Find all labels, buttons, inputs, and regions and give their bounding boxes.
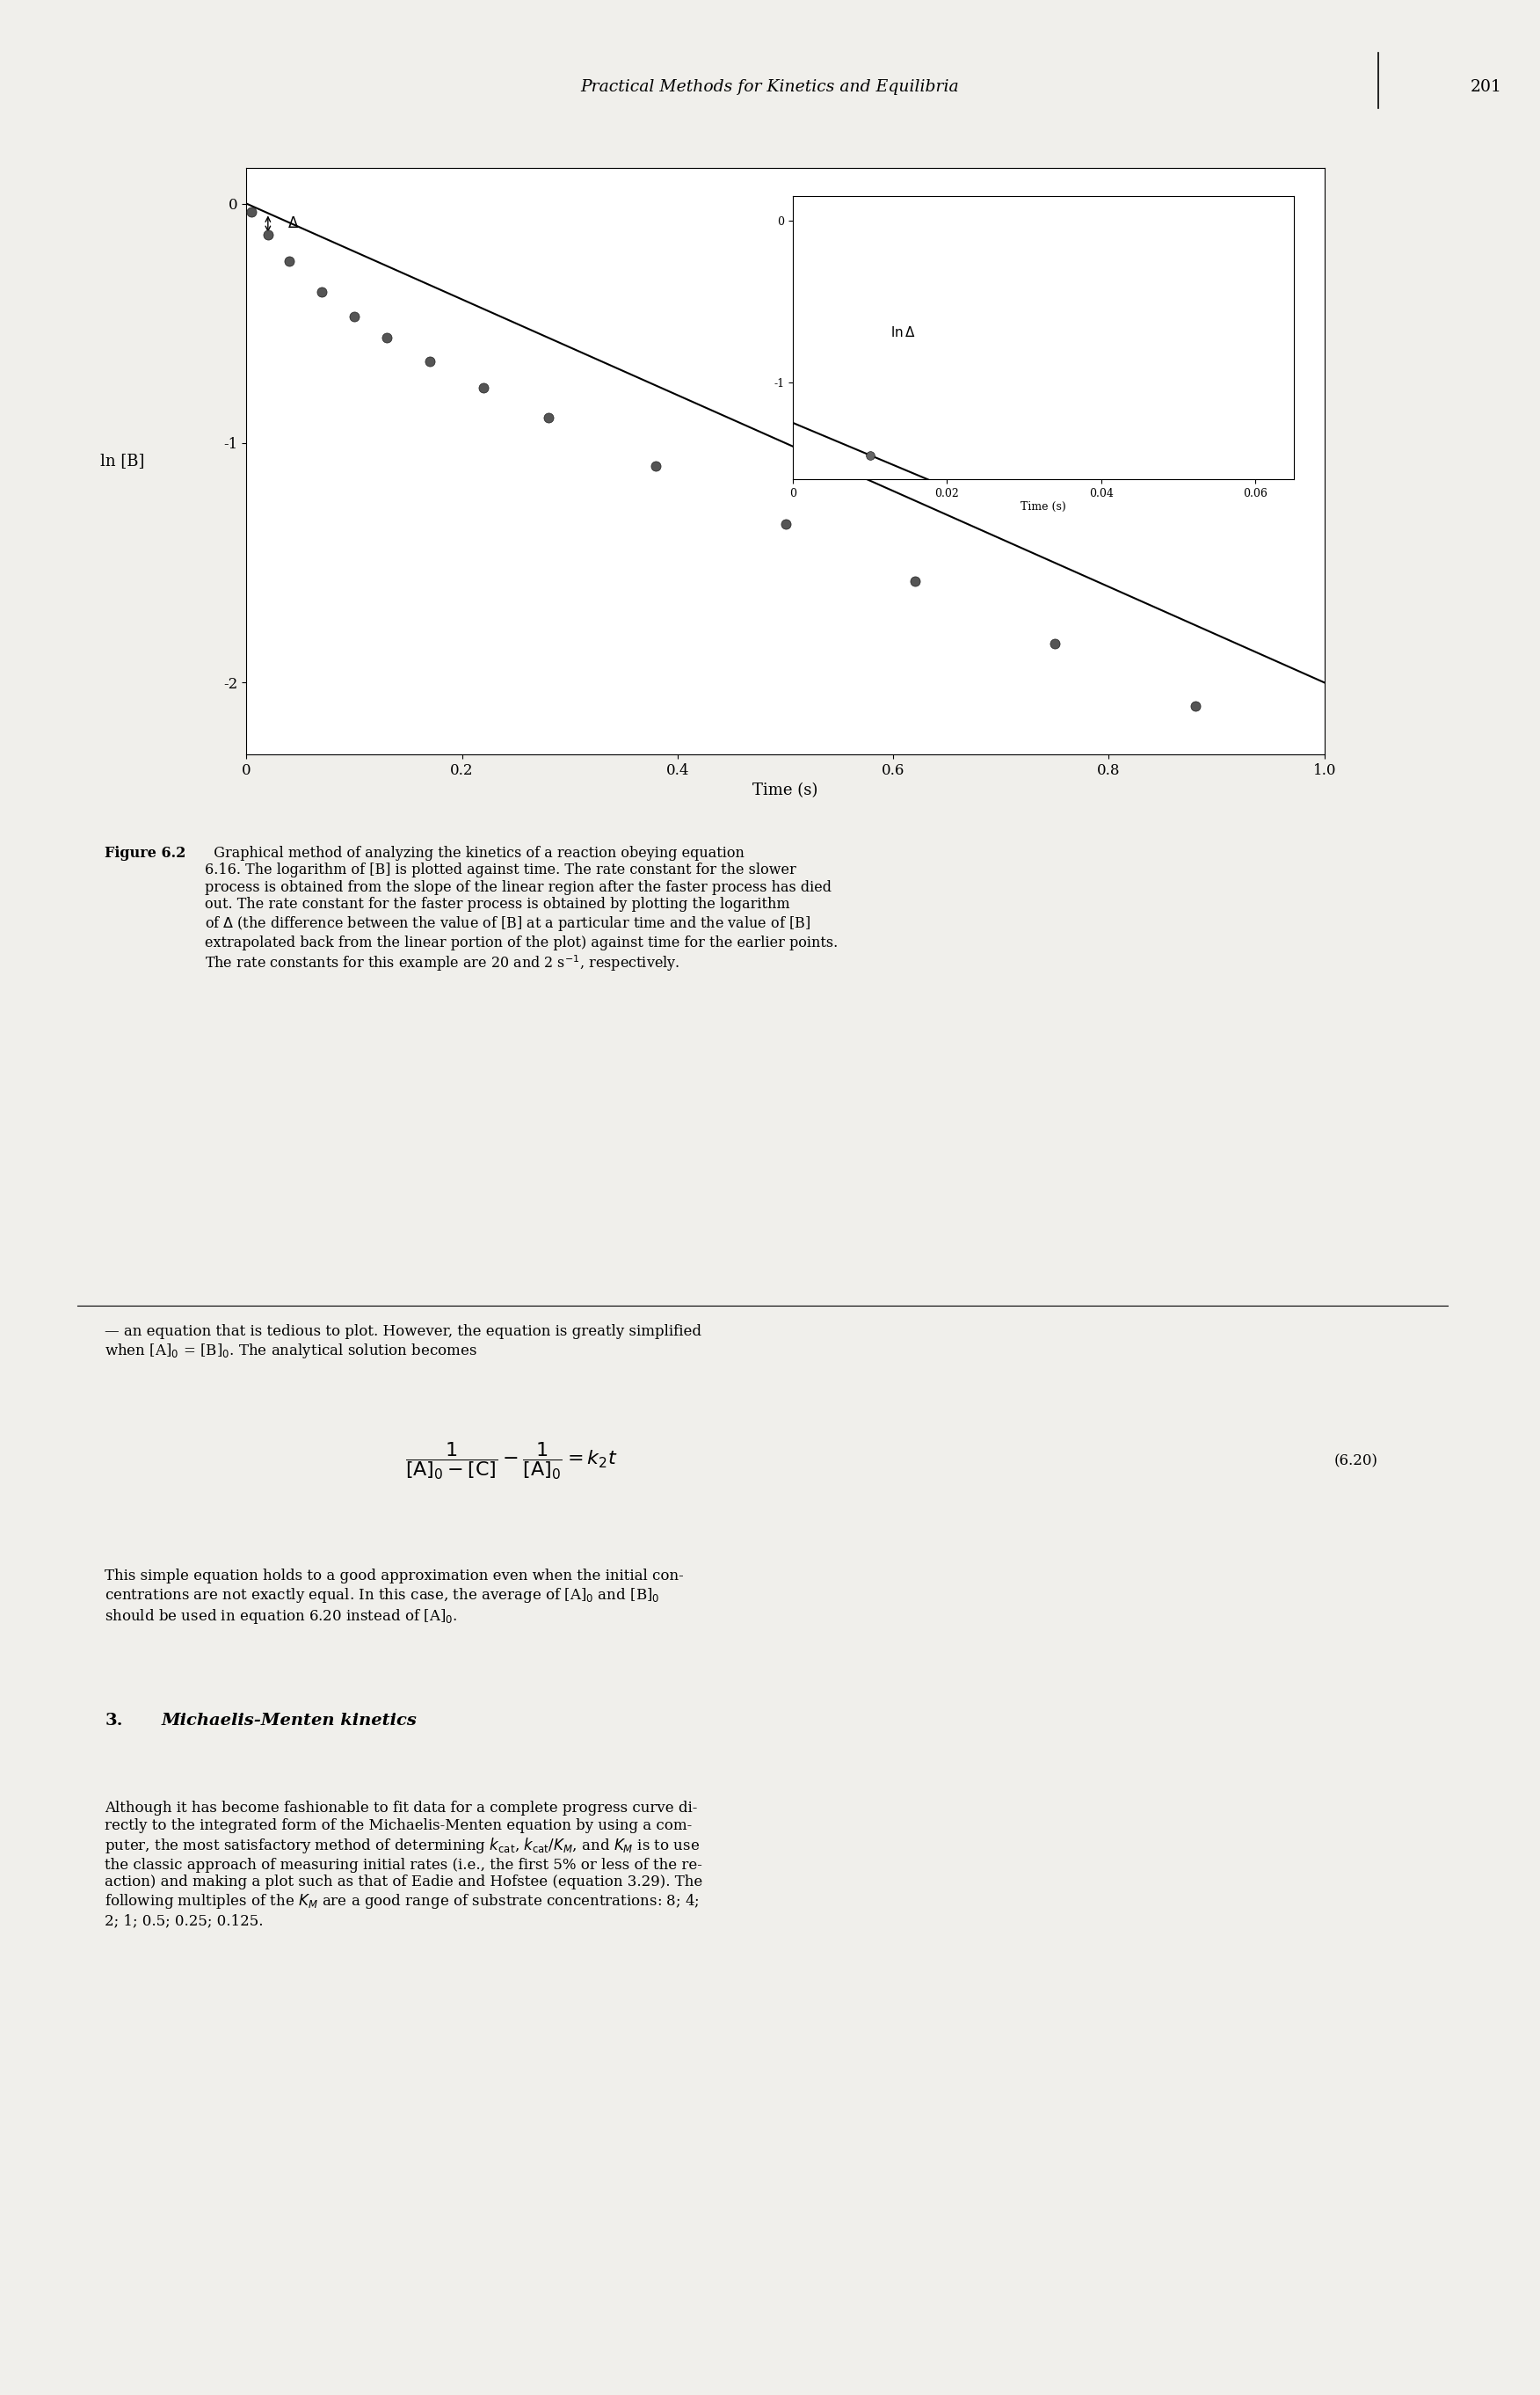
- Text: 3.: 3.: [105, 1712, 123, 1729]
- Text: $\Delta$: $\Delta$: [288, 216, 299, 232]
- Text: 201: 201: [1471, 79, 1502, 96]
- Text: Although it has become fashionable to fit data for a complete progress curve di-: Although it has become fashionable to fi…: [105, 1801, 702, 1928]
- Text: Practical Methods for Kinetics and Equilibria: Practical Methods for Kinetics and Equil…: [581, 79, 959, 96]
- Text: $\dfrac{1}{[\mathrm{A}]_0 - [\mathrm{C}]} - \dfrac{1}{[\mathrm{A}]_0} = k_2 t$: $\dfrac{1}{[\mathrm{A}]_0 - [\mathrm{C}]…: [405, 1439, 618, 1483]
- Text: Graphical method of analyzing the kinetics of a reaction obeying equation
6.16. : Graphical method of analyzing the kineti…: [205, 845, 838, 972]
- Text: — an equation that is tedious to plot. However, the equation is greatly simplifi: — an equation that is tedious to plot. H…: [105, 1324, 702, 1360]
- Text: ln [B]: ln [B]: [100, 453, 145, 469]
- Text: This simple equation holds to a good approximation even when the initial con-
ce: This simple equation holds to a good app…: [105, 1569, 684, 1626]
- X-axis label: Time (s): Time (s): [753, 783, 818, 798]
- Text: $\ln\Delta$: $\ln\Delta$: [890, 326, 916, 340]
- Text: (6.20): (6.20): [1334, 1454, 1378, 1468]
- Text: Michaelis-Menten kinetics: Michaelis-Menten kinetics: [162, 1712, 417, 1729]
- X-axis label: Time (s): Time (s): [1021, 501, 1066, 513]
- Text: Figure 6.2: Figure 6.2: [105, 845, 186, 860]
